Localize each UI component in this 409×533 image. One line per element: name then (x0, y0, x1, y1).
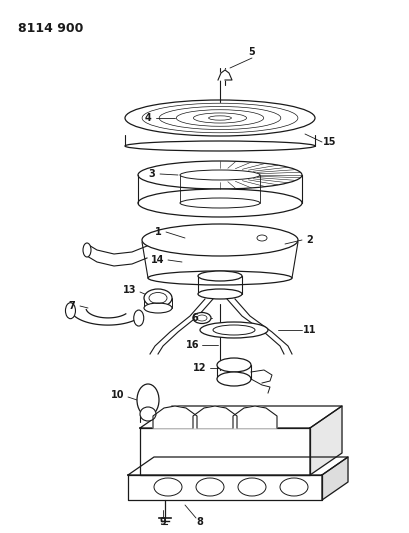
Ellipse shape (213, 325, 254, 335)
Ellipse shape (198, 289, 241, 299)
Ellipse shape (83, 243, 91, 257)
Ellipse shape (144, 289, 172, 307)
Ellipse shape (139, 407, 155, 421)
Polygon shape (139, 406, 341, 428)
Ellipse shape (144, 303, 172, 313)
Text: 6: 6 (191, 313, 198, 323)
Polygon shape (232, 406, 276, 428)
Polygon shape (139, 428, 309, 475)
Ellipse shape (193, 312, 211, 324)
Text: 8: 8 (196, 517, 203, 527)
Text: 16: 16 (186, 340, 199, 350)
Text: 8114 900: 8114 900 (18, 22, 83, 35)
Ellipse shape (279, 478, 307, 496)
Text: 7: 7 (68, 301, 75, 311)
Text: 9: 9 (159, 517, 166, 527)
Ellipse shape (237, 478, 265, 496)
Text: 13: 13 (123, 285, 137, 295)
Text: 3: 3 (148, 169, 155, 179)
Ellipse shape (148, 271, 291, 285)
Polygon shape (309, 406, 341, 475)
Text: 2: 2 (306, 235, 312, 245)
Polygon shape (218, 70, 231, 80)
Polygon shape (128, 457, 347, 475)
Polygon shape (321, 457, 347, 500)
Ellipse shape (133, 310, 144, 326)
Polygon shape (153, 406, 196, 428)
Ellipse shape (137, 384, 159, 416)
Polygon shape (193, 406, 236, 428)
Ellipse shape (125, 100, 314, 136)
Text: 14: 14 (151, 255, 164, 265)
Ellipse shape (138, 189, 301, 217)
Text: 1: 1 (154, 227, 161, 237)
Ellipse shape (200, 322, 267, 338)
Ellipse shape (216, 372, 250, 386)
Ellipse shape (196, 478, 223, 496)
Ellipse shape (180, 170, 259, 180)
Text: 4: 4 (144, 113, 151, 123)
Ellipse shape (180, 198, 259, 208)
Text: 12: 12 (193, 363, 206, 373)
Ellipse shape (154, 478, 182, 496)
Ellipse shape (138, 161, 301, 189)
Polygon shape (70, 310, 138, 325)
Ellipse shape (125, 141, 314, 151)
Ellipse shape (216, 358, 250, 372)
Text: 5: 5 (248, 47, 255, 57)
Text: 15: 15 (322, 137, 336, 147)
Ellipse shape (65, 303, 75, 319)
Ellipse shape (198, 271, 241, 281)
Ellipse shape (142, 224, 297, 256)
Polygon shape (128, 475, 321, 500)
Text: 10: 10 (111, 390, 124, 400)
Text: 11: 11 (303, 325, 316, 335)
